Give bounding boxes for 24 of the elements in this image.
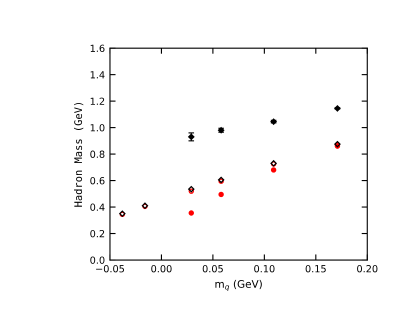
point xyxy=(270,167,276,173)
x-tick-label: 0.05 xyxy=(202,265,223,272)
y-axis-title: Hadron Mass (GeV) xyxy=(74,102,84,207)
y-tick-label: 1.0 xyxy=(90,124,104,132)
y-tick-label: 0.0 xyxy=(90,256,104,264)
x-tick-label: 0.00 xyxy=(151,265,172,272)
point xyxy=(218,178,224,184)
y-tick-label: 1.6 xyxy=(90,44,104,52)
point xyxy=(334,105,341,112)
point xyxy=(188,210,194,216)
point xyxy=(188,188,194,194)
x-tick-label: 0.20 xyxy=(357,265,378,272)
y-tick-label: 0.6 xyxy=(90,177,104,184)
y-tick-label: 0.4 xyxy=(90,204,105,211)
point xyxy=(218,192,224,198)
y-tick-label: 1.4 xyxy=(90,71,105,78)
y-tick-label: 0.2 xyxy=(90,230,104,238)
x-tick-label: 0.10 xyxy=(254,265,275,272)
x-tick-label: 0.15 xyxy=(306,265,326,272)
y-tick-label: 1.2 xyxy=(90,98,104,105)
x-axis-title: m$_{q}$ (GeV) xyxy=(215,280,262,291)
point xyxy=(188,186,194,192)
x-tick-label: −0.05 xyxy=(96,265,124,272)
y-tick-label: 0.8 xyxy=(90,150,104,158)
